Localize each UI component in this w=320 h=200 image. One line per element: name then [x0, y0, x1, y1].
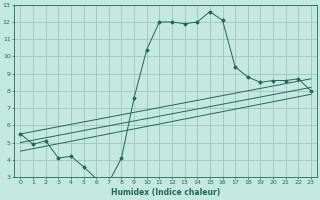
X-axis label: Humidex (Indice chaleur): Humidex (Indice chaleur) — [111, 188, 220, 197]
